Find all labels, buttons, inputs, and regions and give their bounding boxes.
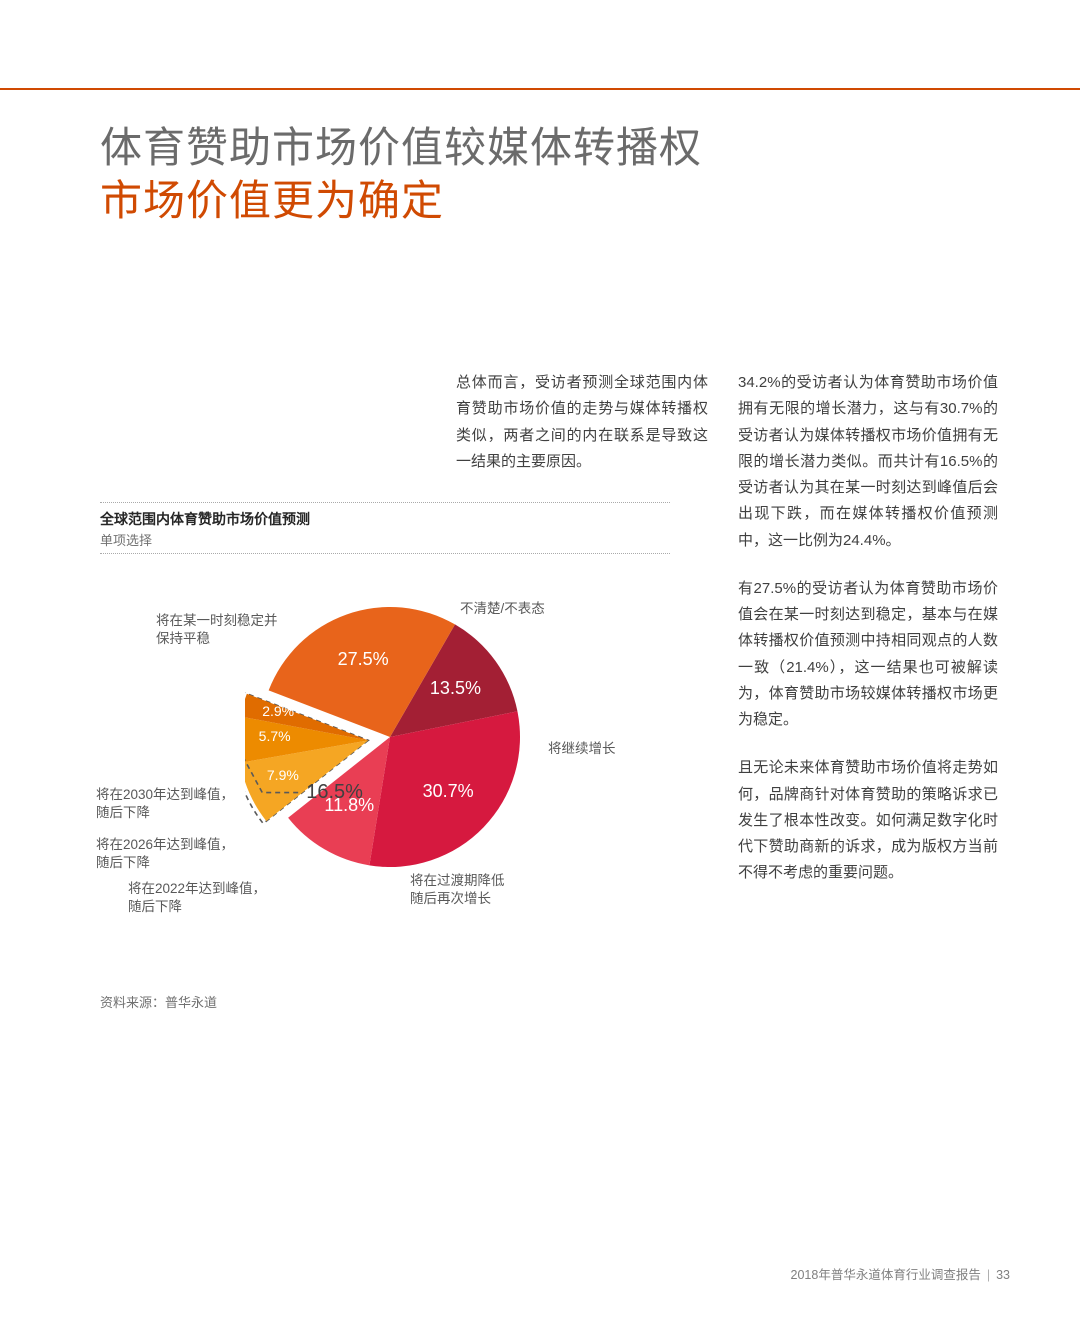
chart-title-row: 全球范围内体育赞助市场价值预测 单项选择 [100, 502, 670, 554]
slice-label-peak2022: 将在2022年达到峰值， 随后下降 [128, 880, 266, 916]
pie-wrap: 13.5%30.7%11.8%7.9%5.7%2.9%27.5%不清楚/不表态将… [100, 554, 670, 974]
top-rule [0, 88, 1080, 90]
headline-line1: 体育赞助市场价值较媒体转播权 [100, 122, 702, 175]
page-footer: 2018年普华永道体育行业调查报告 | 33 [791, 1264, 1010, 1283]
slice-label-stabilize: 将在某一时刻稳定并 保持平稳 [156, 612, 278, 648]
chart-block: 全球范围内体育赞助市场价值预测 单项选择 13.5%30.7%11.8%7.9%… [100, 502, 670, 1011]
exploded-group-total: 16.5% [306, 781, 363, 804]
right-para-1: 34.2%的受访者认为体育赞助市场价值拥有无限的增长潜力，这与有30.7%的受访… [738, 370, 998, 554]
footer-report: 2018年普华永道体育行业调查报告 [791, 1268, 981, 1282]
page-headline: 体育赞助市场价值较媒体转播权 市场价值更为确定 [100, 122, 702, 227]
slice-label-unclear: 不清楚/不表态 [460, 600, 545, 618]
chart-title: 全球范围内体育赞助市场价值预测 [100, 509, 670, 529]
slice-label-peak2030: 将在2030年达到峰值， 随后下降 [96, 786, 234, 822]
pie-chart [245, 592, 535, 882]
right-para-3: 且无论未来体育赞助市场价值将走势如何，品牌商针对体育赞助的策略诉求已发生了根本性… [738, 755, 998, 886]
source-label: 资料来源： [100, 995, 165, 1010]
chart-subtitle: 单项选择 [100, 530, 670, 549]
slice-label-peak2026: 将在2026年达到峰值， 随后下降 [96, 836, 234, 872]
right-para-2: 有27.5%的受访者认为体育赞助市场价值会在某一时刻达到稳定，基本与在媒体转播权… [738, 576, 998, 734]
intro-paragraph: 总体而言，受访者预测全球范围内体育赞助市场价值的走势与媒体转播权类似，两者之间的… [456, 370, 708, 475]
slice-label-continue: 将继续增长 [548, 740, 616, 758]
footer-sep: | [987, 1268, 990, 1282]
chart-source: 资料来源：普华永道 [100, 992, 670, 1011]
slice-label-dip_regrow: 将在过渡期降低 随后再次增长 [410, 872, 505, 908]
source-value: 普华永道 [165, 995, 217, 1010]
headline-line2: 市场价值更为确定 [100, 175, 702, 228]
right-column: 34.2%的受访者认为体育赞助市场价值拥有无限的增长潜力，这与有30.7%的受访… [738, 370, 998, 909]
footer-page: 33 [996, 1268, 1010, 1282]
